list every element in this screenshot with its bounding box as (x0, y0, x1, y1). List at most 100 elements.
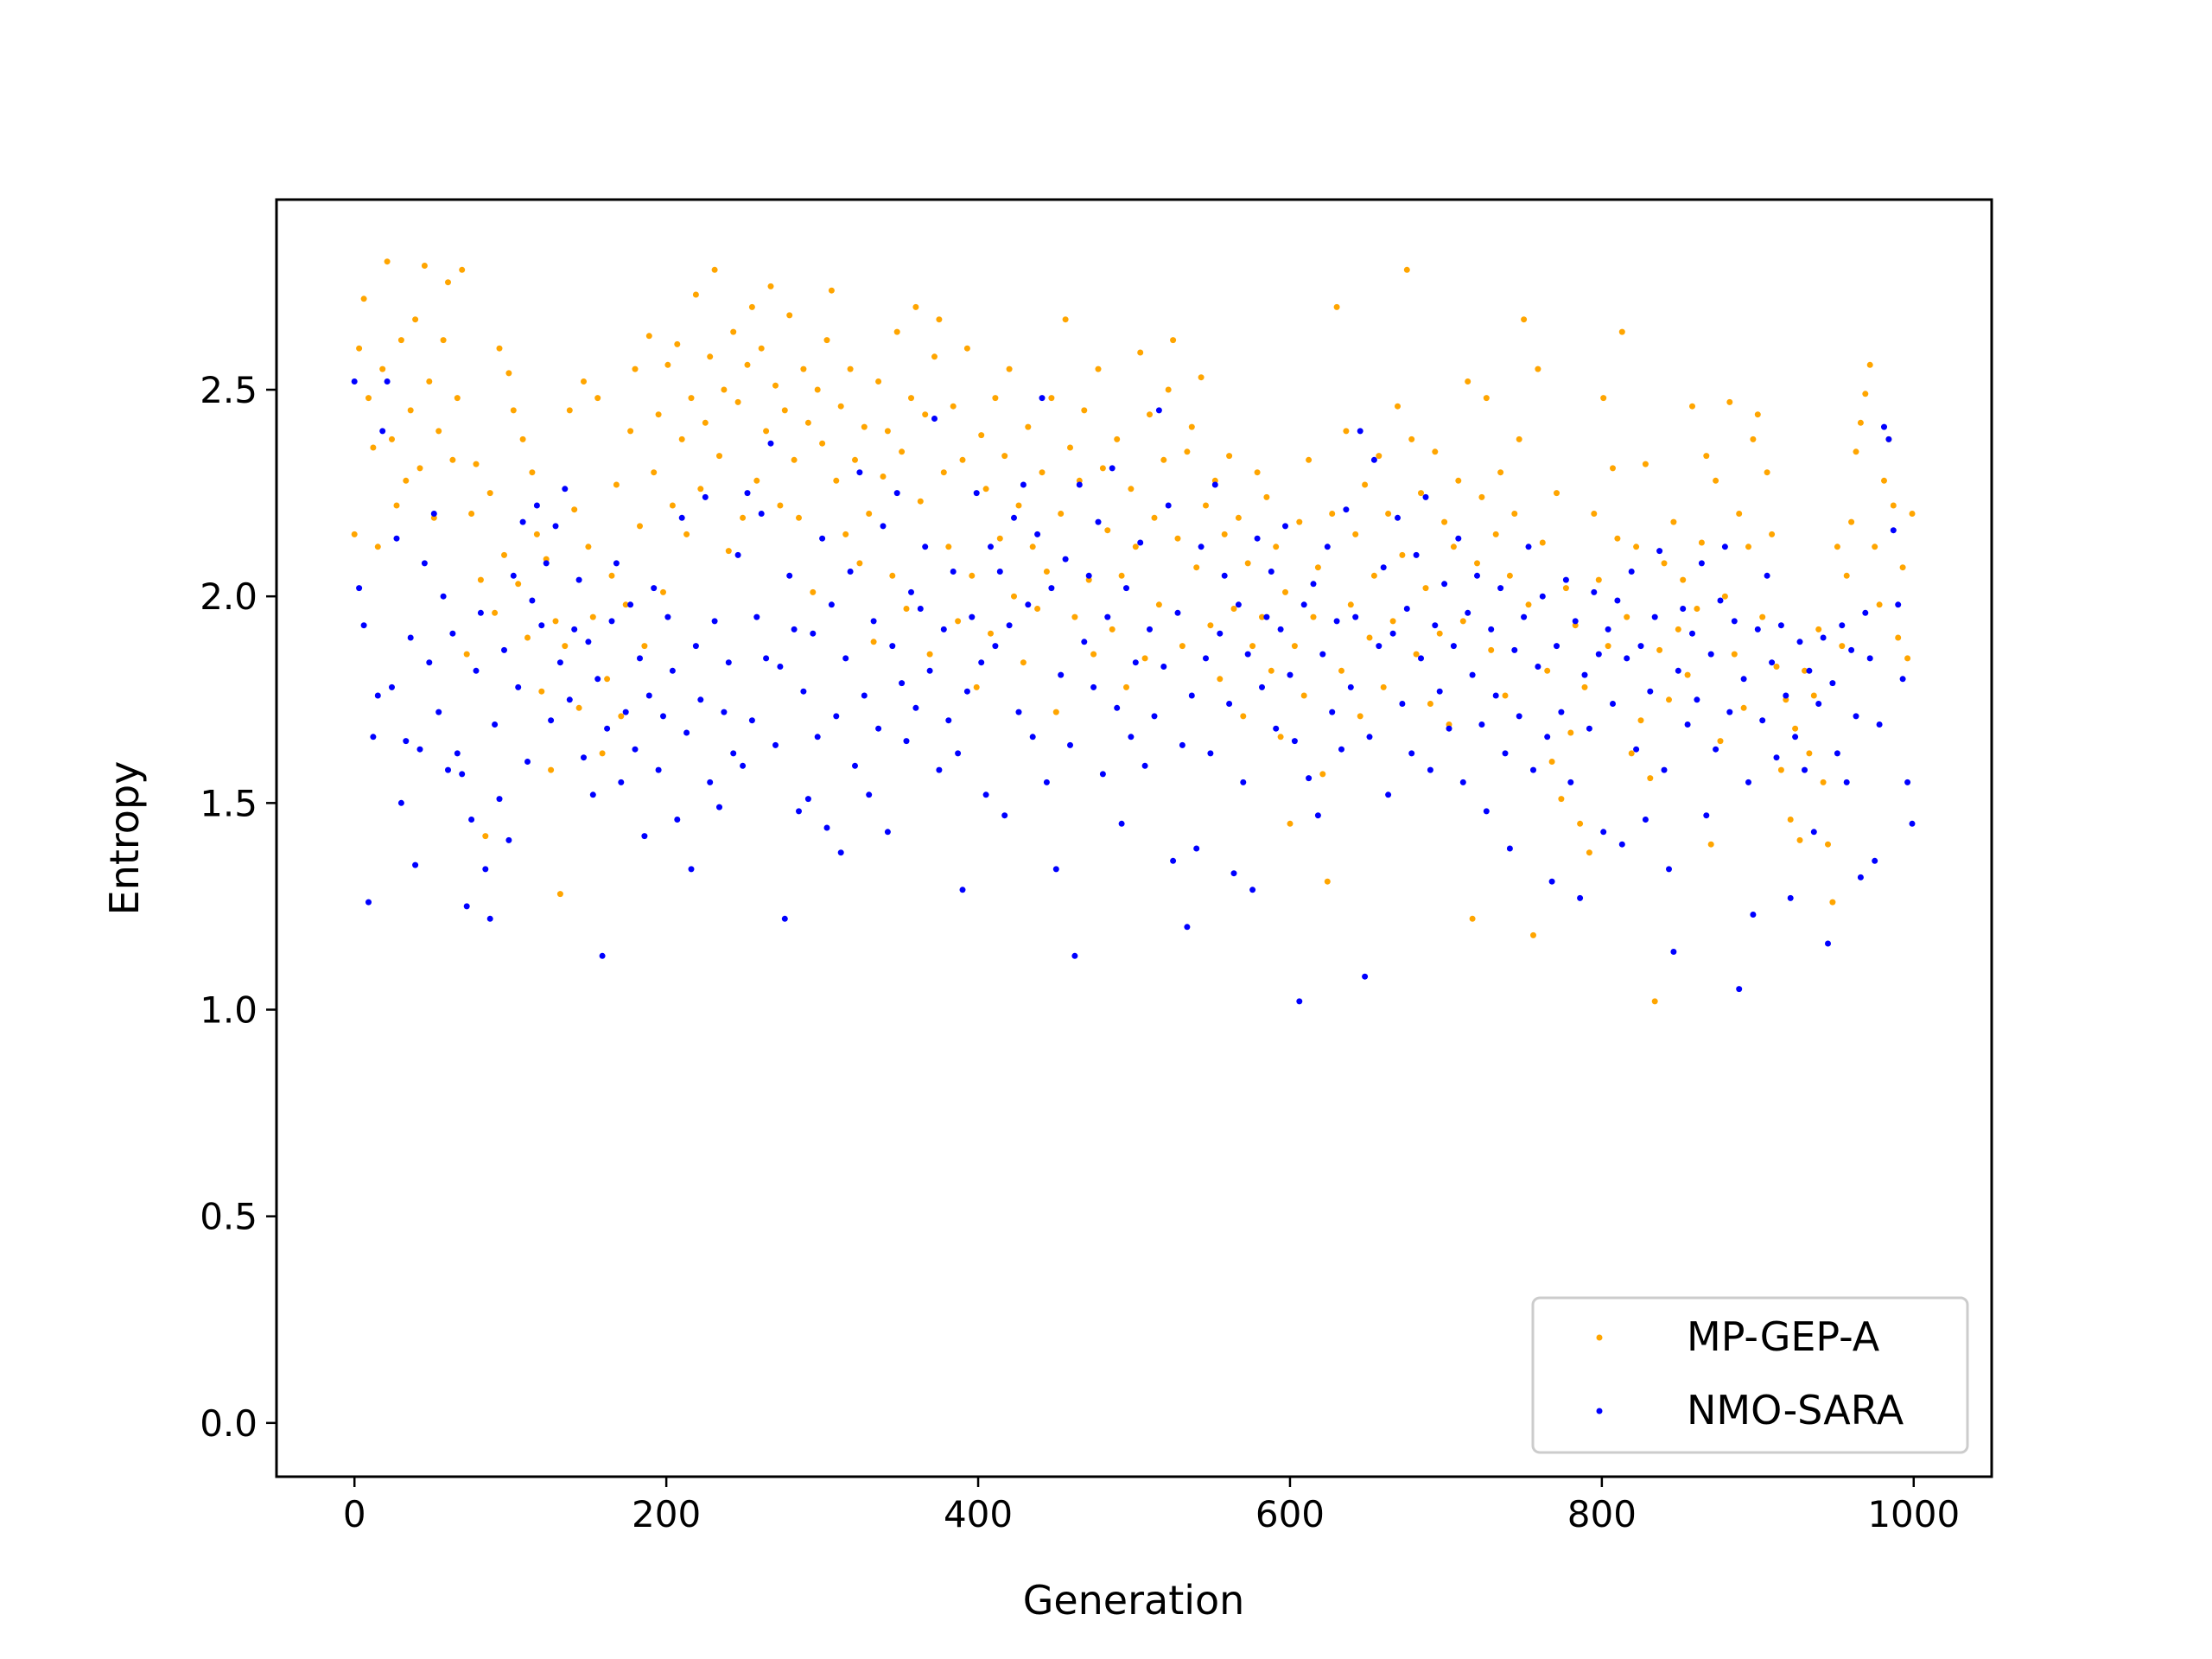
data-point (753, 477, 760, 484)
data-point (856, 469, 863, 476)
data-point (796, 514, 802, 521)
data-point (893, 490, 900, 497)
data-point (1783, 696, 1789, 703)
data-point (889, 572, 896, 579)
data-point (1815, 701, 1822, 707)
data-point (1610, 701, 1616, 707)
data-point (1376, 453, 1382, 460)
data-point (1530, 766, 1536, 773)
data-point (351, 378, 358, 385)
data-point (1273, 725, 1280, 732)
data-point (1211, 481, 1218, 488)
data-point (1651, 613, 1658, 620)
data-point (1572, 618, 1579, 625)
data-point (1389, 630, 1396, 637)
data-point (1773, 754, 1780, 761)
data-point (763, 428, 770, 435)
data-point (796, 808, 802, 815)
data-point (1436, 630, 1443, 637)
data-point (1300, 692, 1307, 699)
data-point (1399, 701, 1406, 707)
data-point (1459, 618, 1466, 625)
data-point (505, 836, 512, 843)
data-point (1535, 664, 1541, 670)
data-point (833, 477, 840, 484)
data-point (627, 601, 634, 608)
series-nmo-sara (351, 378, 1916, 1005)
data-point (1324, 543, 1331, 550)
data-point (1277, 626, 1284, 632)
data-point (543, 556, 550, 563)
data-point (510, 572, 517, 579)
data-point (454, 395, 461, 402)
data-point (1904, 779, 1911, 785)
data-point (1184, 924, 1191, 931)
data-point (1478, 493, 1485, 500)
data-point (519, 518, 526, 525)
data-point (1273, 543, 1280, 550)
data-point (903, 606, 910, 612)
data-point (1525, 543, 1532, 550)
data-point (814, 386, 821, 393)
data-point (1610, 465, 1616, 472)
data-point (1881, 423, 1887, 430)
data-point (1834, 750, 1840, 757)
data-point (1647, 775, 1654, 782)
data-point (1193, 845, 1200, 852)
data-point (585, 543, 592, 550)
data-point (748, 717, 755, 724)
data-point (1436, 688, 1443, 695)
data-point (562, 486, 569, 493)
data-point (1282, 588, 1288, 595)
data-point (861, 423, 868, 430)
data-point (374, 692, 381, 699)
data-point (613, 481, 620, 488)
data-point (828, 601, 835, 608)
data-point (1090, 651, 1097, 658)
data-point (1198, 374, 1205, 381)
data-point (1586, 725, 1592, 732)
data-point (870, 639, 877, 645)
data-point (486, 915, 493, 922)
data-point (459, 771, 466, 778)
data-point (969, 572, 976, 579)
data-point (1558, 796, 1565, 803)
data-point (1230, 870, 1237, 877)
data-point (1403, 606, 1410, 612)
data-point (842, 531, 849, 537)
data-point (1370, 456, 1377, 463)
data-point (1637, 717, 1644, 724)
data-point (917, 606, 924, 612)
data-point (384, 378, 391, 385)
data-point (1362, 481, 1369, 488)
data-point (730, 328, 737, 335)
data-point (692, 291, 699, 298)
data-point (1104, 527, 1111, 534)
data-point (1095, 518, 1102, 525)
data-point (365, 899, 372, 906)
data-point (1721, 543, 1728, 550)
data-point (1170, 337, 1177, 344)
data-point (959, 456, 966, 463)
data-point (978, 659, 985, 666)
data-point (1759, 613, 1766, 620)
data-point (1193, 564, 1200, 571)
data-point (1825, 841, 1831, 848)
data-point (1890, 527, 1897, 534)
data-point (430, 514, 437, 521)
data-point (1759, 717, 1766, 724)
data-point (655, 411, 662, 418)
data-point (810, 630, 817, 637)
data-point (1160, 456, 1167, 463)
data-point (861, 692, 868, 699)
data-point (1170, 857, 1177, 864)
data-point (828, 287, 835, 294)
data-point (1058, 671, 1065, 678)
data-point (1525, 601, 1532, 608)
data-point (1684, 721, 1691, 728)
data-point (1343, 428, 1350, 435)
data-point (814, 734, 821, 741)
data-point (1132, 543, 1139, 550)
data-point (1754, 411, 1761, 418)
data-point (1857, 419, 1864, 426)
